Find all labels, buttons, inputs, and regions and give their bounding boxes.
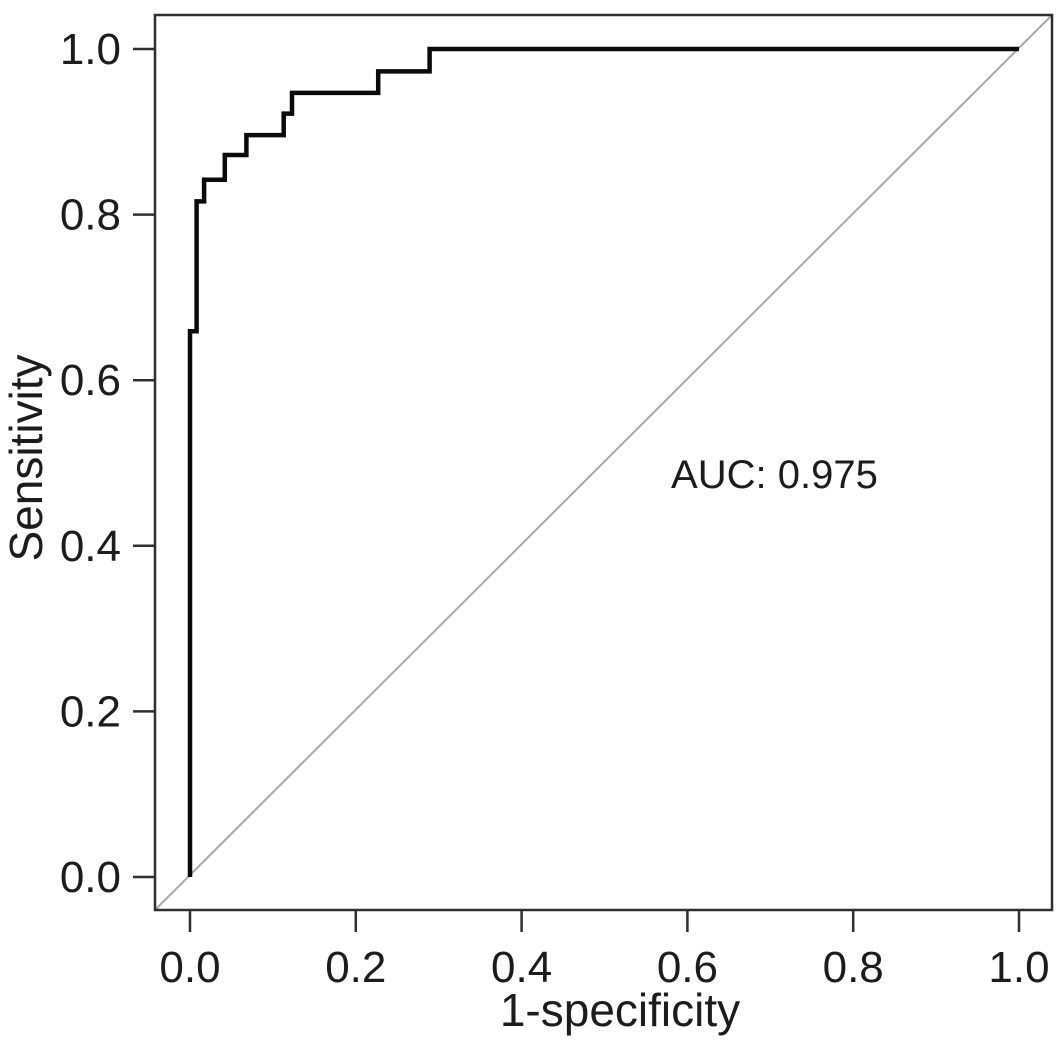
y-tick-label: 0.0 xyxy=(60,853,121,902)
x-tick-label: 0.8 xyxy=(823,943,884,992)
x-tick-label: 0.2 xyxy=(325,943,386,992)
x-tick-label: 1.0 xyxy=(988,943,1049,992)
y-tick-label: 0.8 xyxy=(60,191,121,240)
auc-annotation: AUC: 0.975 xyxy=(671,453,878,497)
plot-border xyxy=(153,13,1054,912)
y-axis-title: Sensitivity xyxy=(0,354,52,561)
x-tick-label: 0.4 xyxy=(491,943,552,992)
y-tick-label: 0.4 xyxy=(60,522,121,571)
x-axis-title: 1-specificity xyxy=(500,984,740,1036)
y-tick-label: 1.0 xyxy=(60,25,121,74)
y-tick-label: 0.6 xyxy=(60,356,121,405)
x-tick-label: 0.0 xyxy=(159,943,220,992)
y-tick-label: 0.2 xyxy=(60,687,121,736)
roc-curve xyxy=(187,46,1019,877)
x-tick-label: 0.6 xyxy=(657,943,718,992)
reference-diagonal-line xyxy=(154,14,1053,911)
